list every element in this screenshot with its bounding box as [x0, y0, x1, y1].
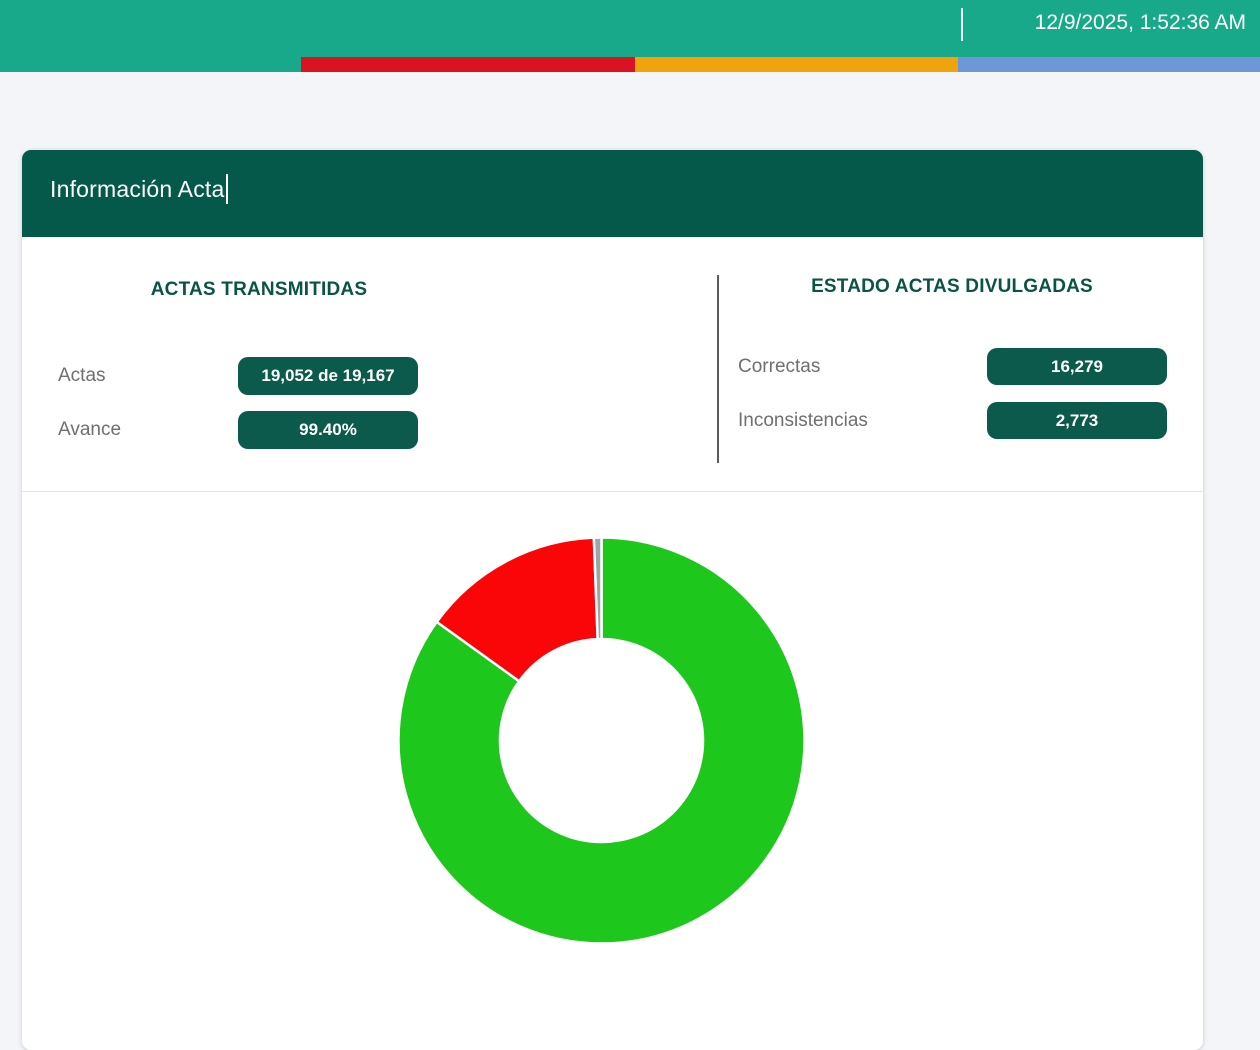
- value-badge-inconsistencias: 2,773: [987, 402, 1167, 439]
- sections-vertical-divider: [717, 275, 719, 463]
- timestamp: 12/9/2025, 1:52:36 AM: [1034, 11, 1246, 34]
- donut-slice-2-pendientes[interactable]: [592, 536, 603, 641]
- donut-slice-1-inconsistencias[interactable]: [435, 536, 599, 683]
- donut-chart[interactable]: [395, 534, 808, 947]
- donut-slice-0-correctas[interactable]: [397, 536, 806, 945]
- card-horizontal-divider: [22, 491, 1203, 492]
- heading-actas-transmitidas: ACTAS TRANSMITIDAS: [150, 279, 368, 300]
- value-badge-actas: 19,052 de 19,167: [238, 357, 418, 395]
- card-body: ACTAS TRANSMITIDAS Actas 19,052 de 19,16…: [22, 237, 1203, 1050]
- value-badge-avance: 99.40%: [238, 411, 418, 449]
- top-bar: 12/9/2025, 1:52:36 AM: [0, 0, 1260, 72]
- donut-chart-svg[interactable]: [395, 534, 808, 947]
- timestamp-separator: [961, 8, 963, 41]
- brand-stripe: [0, 57, 1260, 72]
- stripe-segment-orange: [635, 57, 958, 72]
- text-caret-icon: [225, 174, 228, 204]
- info-acta-card: Información Acta ACTAS TRANSMITIDAS Acta…: [22, 150, 1203, 1050]
- value-badge-correctas: 16,279: [987, 348, 1167, 385]
- card-title-text: Información Acta: [50, 176, 225, 202]
- label-avance: Avance: [58, 419, 122, 440]
- heading-estado-actas-divulgadas: ESTADO ACTAS DIVULGADAS: [811, 276, 1093, 297]
- stripe-segment-red: [301, 57, 635, 72]
- stripe-segment-blue: [958, 57, 1260, 72]
- card-header: Información Acta: [22, 150, 1203, 237]
- card-title-input[interactable]: Información Acta: [50, 174, 228, 204]
- stripe-segment-teal: [0, 57, 301, 72]
- label-inconsistencias: Inconsistencias: [738, 410, 868, 431]
- label-correctas: Correctas: [738, 356, 821, 377]
- label-actas: Actas: [58, 365, 106, 386]
